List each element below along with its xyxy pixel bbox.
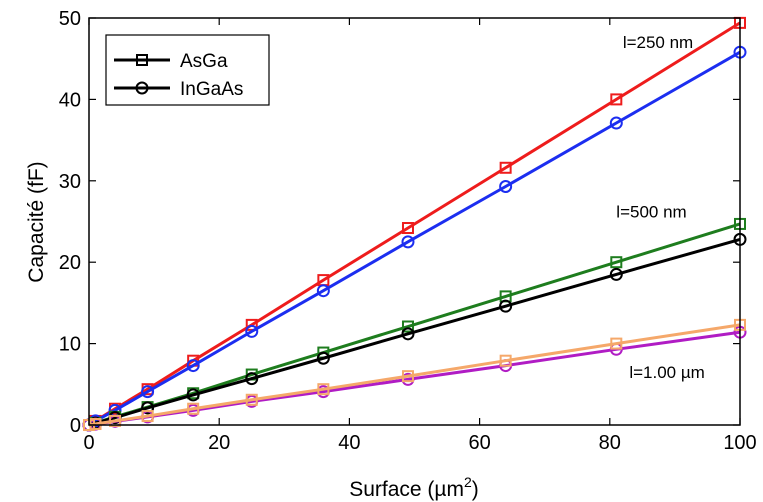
- data-point: [610, 93, 623, 106]
- x-tick-label: 40: [338, 432, 360, 454]
- series-3: [82, 232, 747, 432]
- data-point: [245, 324, 259, 338]
- x-axis-title: Surface (µm2): [349, 474, 479, 501]
- data-point: [141, 410, 154, 423]
- series-line: [88, 50, 741, 427]
- annotations: l=250 nm l=500 nm l=1.00 µm: [616, 33, 705, 382]
- data-point: [316, 284, 330, 298]
- legend-label-asga: AsGa: [180, 51, 228, 72]
- data-point: [401, 370, 414, 383]
- data-point: [141, 401, 155, 415]
- x-tick-label: 20: [208, 432, 230, 454]
- data-point: [401, 235, 415, 249]
- data-point: [499, 179, 513, 193]
- x-tick-label: 60: [468, 432, 490, 454]
- data-point: [401, 327, 415, 341]
- x-tick-label: 0: [83, 432, 94, 454]
- plot-frame: [88, 17, 741, 426]
- y-tick-label: 30: [59, 171, 81, 193]
- x-tick-label: 100: [723, 432, 756, 454]
- series-line: [88, 222, 741, 427]
- x-axis-title-superscript: 2: [464, 474, 472, 490]
- data-point: [186, 388, 200, 402]
- y-tick-label: 50: [59, 8, 81, 30]
- legend-marker-circle: [135, 81, 149, 95]
- data-point: [316, 351, 330, 365]
- series-line: [88, 237, 741, 427]
- data-point: [499, 299, 513, 313]
- data-marks: [82, 16, 747, 432]
- axis-ticks: 0 20 40 60 80 100 0 10 20 30 40 50: [59, 8, 757, 454]
- data-point: [609, 116, 623, 130]
- y-tick-label: 0: [70, 415, 81, 437]
- data-point: [499, 354, 512, 367]
- x-tick-label: 80: [599, 432, 621, 454]
- legend: AsGa InGaAs: [105, 34, 270, 106]
- data-point: [89, 418, 102, 431]
- data-point: [401, 222, 414, 235]
- data-point: [109, 414, 122, 427]
- series-line: [88, 323, 741, 427]
- data-point: [186, 359, 200, 373]
- data-point: [401, 320, 414, 333]
- legend-box: [105, 34, 270, 106]
- legend-label-ingaas: InGaAs: [180, 79, 243, 100]
- y-axis-title: Capacité (fF): [25, 161, 48, 282]
- annotation-label: l=250 nm: [623, 33, 693, 52]
- data-point: [499, 161, 512, 174]
- data-point: [187, 402, 200, 415]
- data-point: [610, 256, 623, 269]
- y-tick-label: 10: [59, 334, 81, 356]
- y-tick-label: 40: [59, 89, 81, 111]
- x-axis-title-tail: ): [472, 478, 479, 501]
- data-point: [609, 267, 623, 281]
- legend-marker-square: [136, 54, 148, 66]
- annotation-label: l=500 nm: [616, 202, 686, 221]
- data-point: [610, 337, 623, 350]
- data-point: [317, 383, 330, 396]
- data-point: [141, 385, 155, 399]
- x-axis-title-main: Surface (µm: [349, 478, 464, 501]
- data-point: [245, 372, 259, 386]
- y-tick-label: 20: [59, 252, 81, 274]
- annotation-label: l=1.00 µm: [629, 363, 704, 382]
- data-point: [245, 393, 258, 406]
